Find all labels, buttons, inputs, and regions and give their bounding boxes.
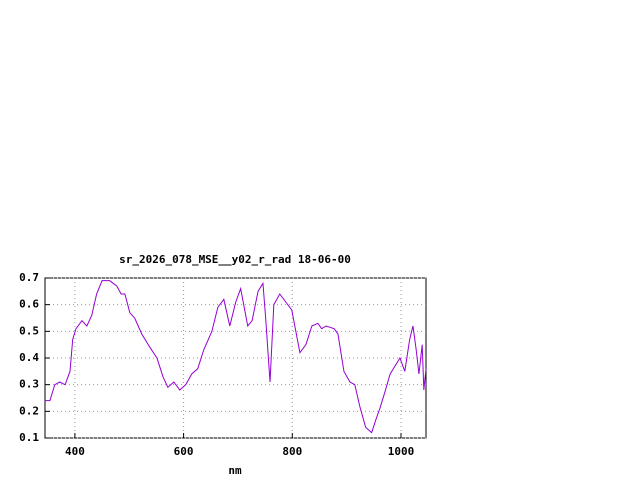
- y-tick-label: 0.7: [19, 271, 39, 284]
- y-tick-label: 0.6: [19, 298, 39, 311]
- x-tick-label: 800: [282, 445, 302, 458]
- y-tick-label: 0.4: [19, 351, 39, 364]
- data-line: [45, 280, 427, 434]
- x-axis-label: nm: [228, 464, 242, 477]
- y-tick-label: 0.1: [19, 431, 39, 444]
- x-tick-label: 600: [174, 445, 194, 458]
- y-tick-label: 0.3: [19, 378, 39, 391]
- y-tick-label: 0.2: [19, 404, 39, 417]
- chart-title: sr_2026_078_MSE__y02_r_rad 18-06-00: [119, 253, 351, 266]
- x-tick-label: 400: [65, 445, 85, 458]
- x-tick-label: 1000: [388, 445, 415, 458]
- y-tick-label: 0.5: [19, 324, 39, 337]
